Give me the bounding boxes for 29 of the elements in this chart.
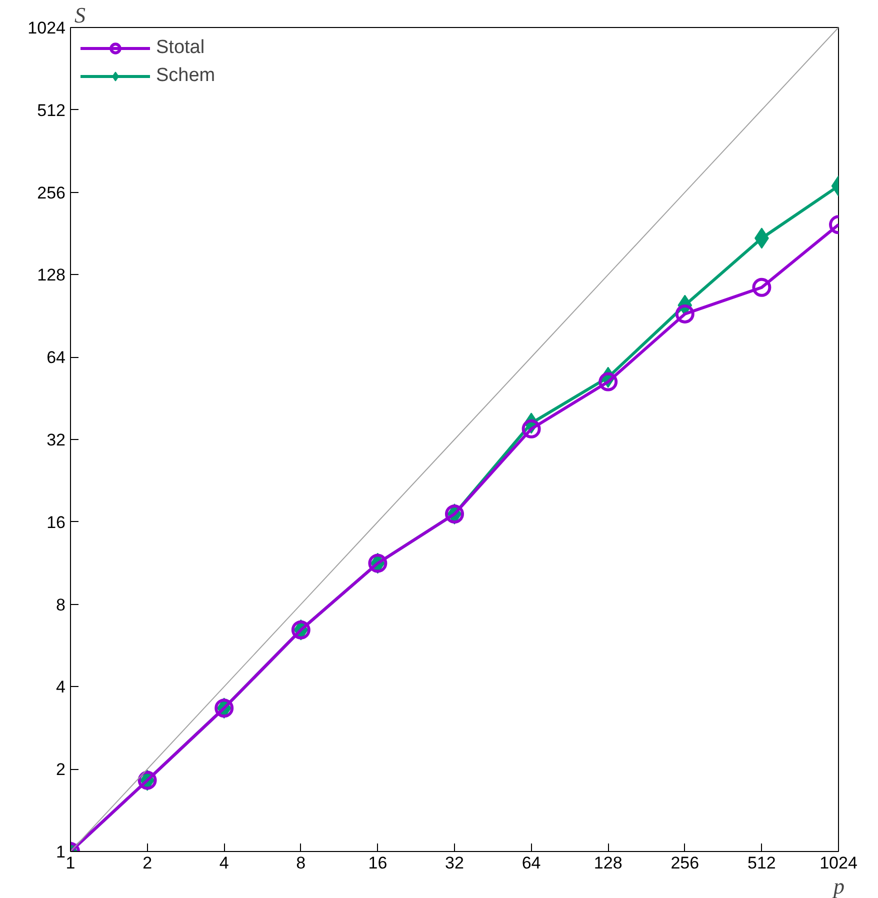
y-tick-label: 8 <box>56 595 66 614</box>
x-tick-label: 8 <box>296 854 306 872</box>
y-tick-label: 64 <box>46 348 66 368</box>
x-tick-label: 128 <box>594 854 622 872</box>
x-axis-title: p <box>832 874 844 898</box>
x-tick-label: 4 <box>219 854 229 872</box>
x-tick-label: 16 <box>368 854 388 872</box>
x-tick-label: 2 <box>142 854 152 872</box>
point <box>522 419 541 438</box>
y-tick-label: 2 <box>56 760 66 780</box>
y-axis-title: S <box>74 2 86 28</box>
point <box>675 304 694 324</box>
y-tick-label: 32 <box>46 430 66 450</box>
x-tick-label: 32 <box>445 854 464 872</box>
x-tick-label: 1024 <box>820 854 858 872</box>
point <box>598 372 618 392</box>
point <box>752 278 772 297</box>
x-tick-label: 64 <box>522 854 541 872</box>
y-tick-label: 4 <box>56 678 66 697</box>
line-series <box>70 28 838 852</box>
y-tick-label: 512 <box>37 100 66 120</box>
y-tick-label: 1024 <box>28 18 66 38</box>
legend-label: Stotal <box>156 37 205 59</box>
legend-label: Schem <box>156 65 216 87</box>
x-tick-label: 512 <box>748 854 776 872</box>
y-tick-label: 128 <box>37 266 66 285</box>
y-tick-label: 256 <box>37 183 66 202</box>
y-tick-label: 16 <box>46 512 66 532</box>
x-tick-label: 256 <box>670 854 700 872</box>
